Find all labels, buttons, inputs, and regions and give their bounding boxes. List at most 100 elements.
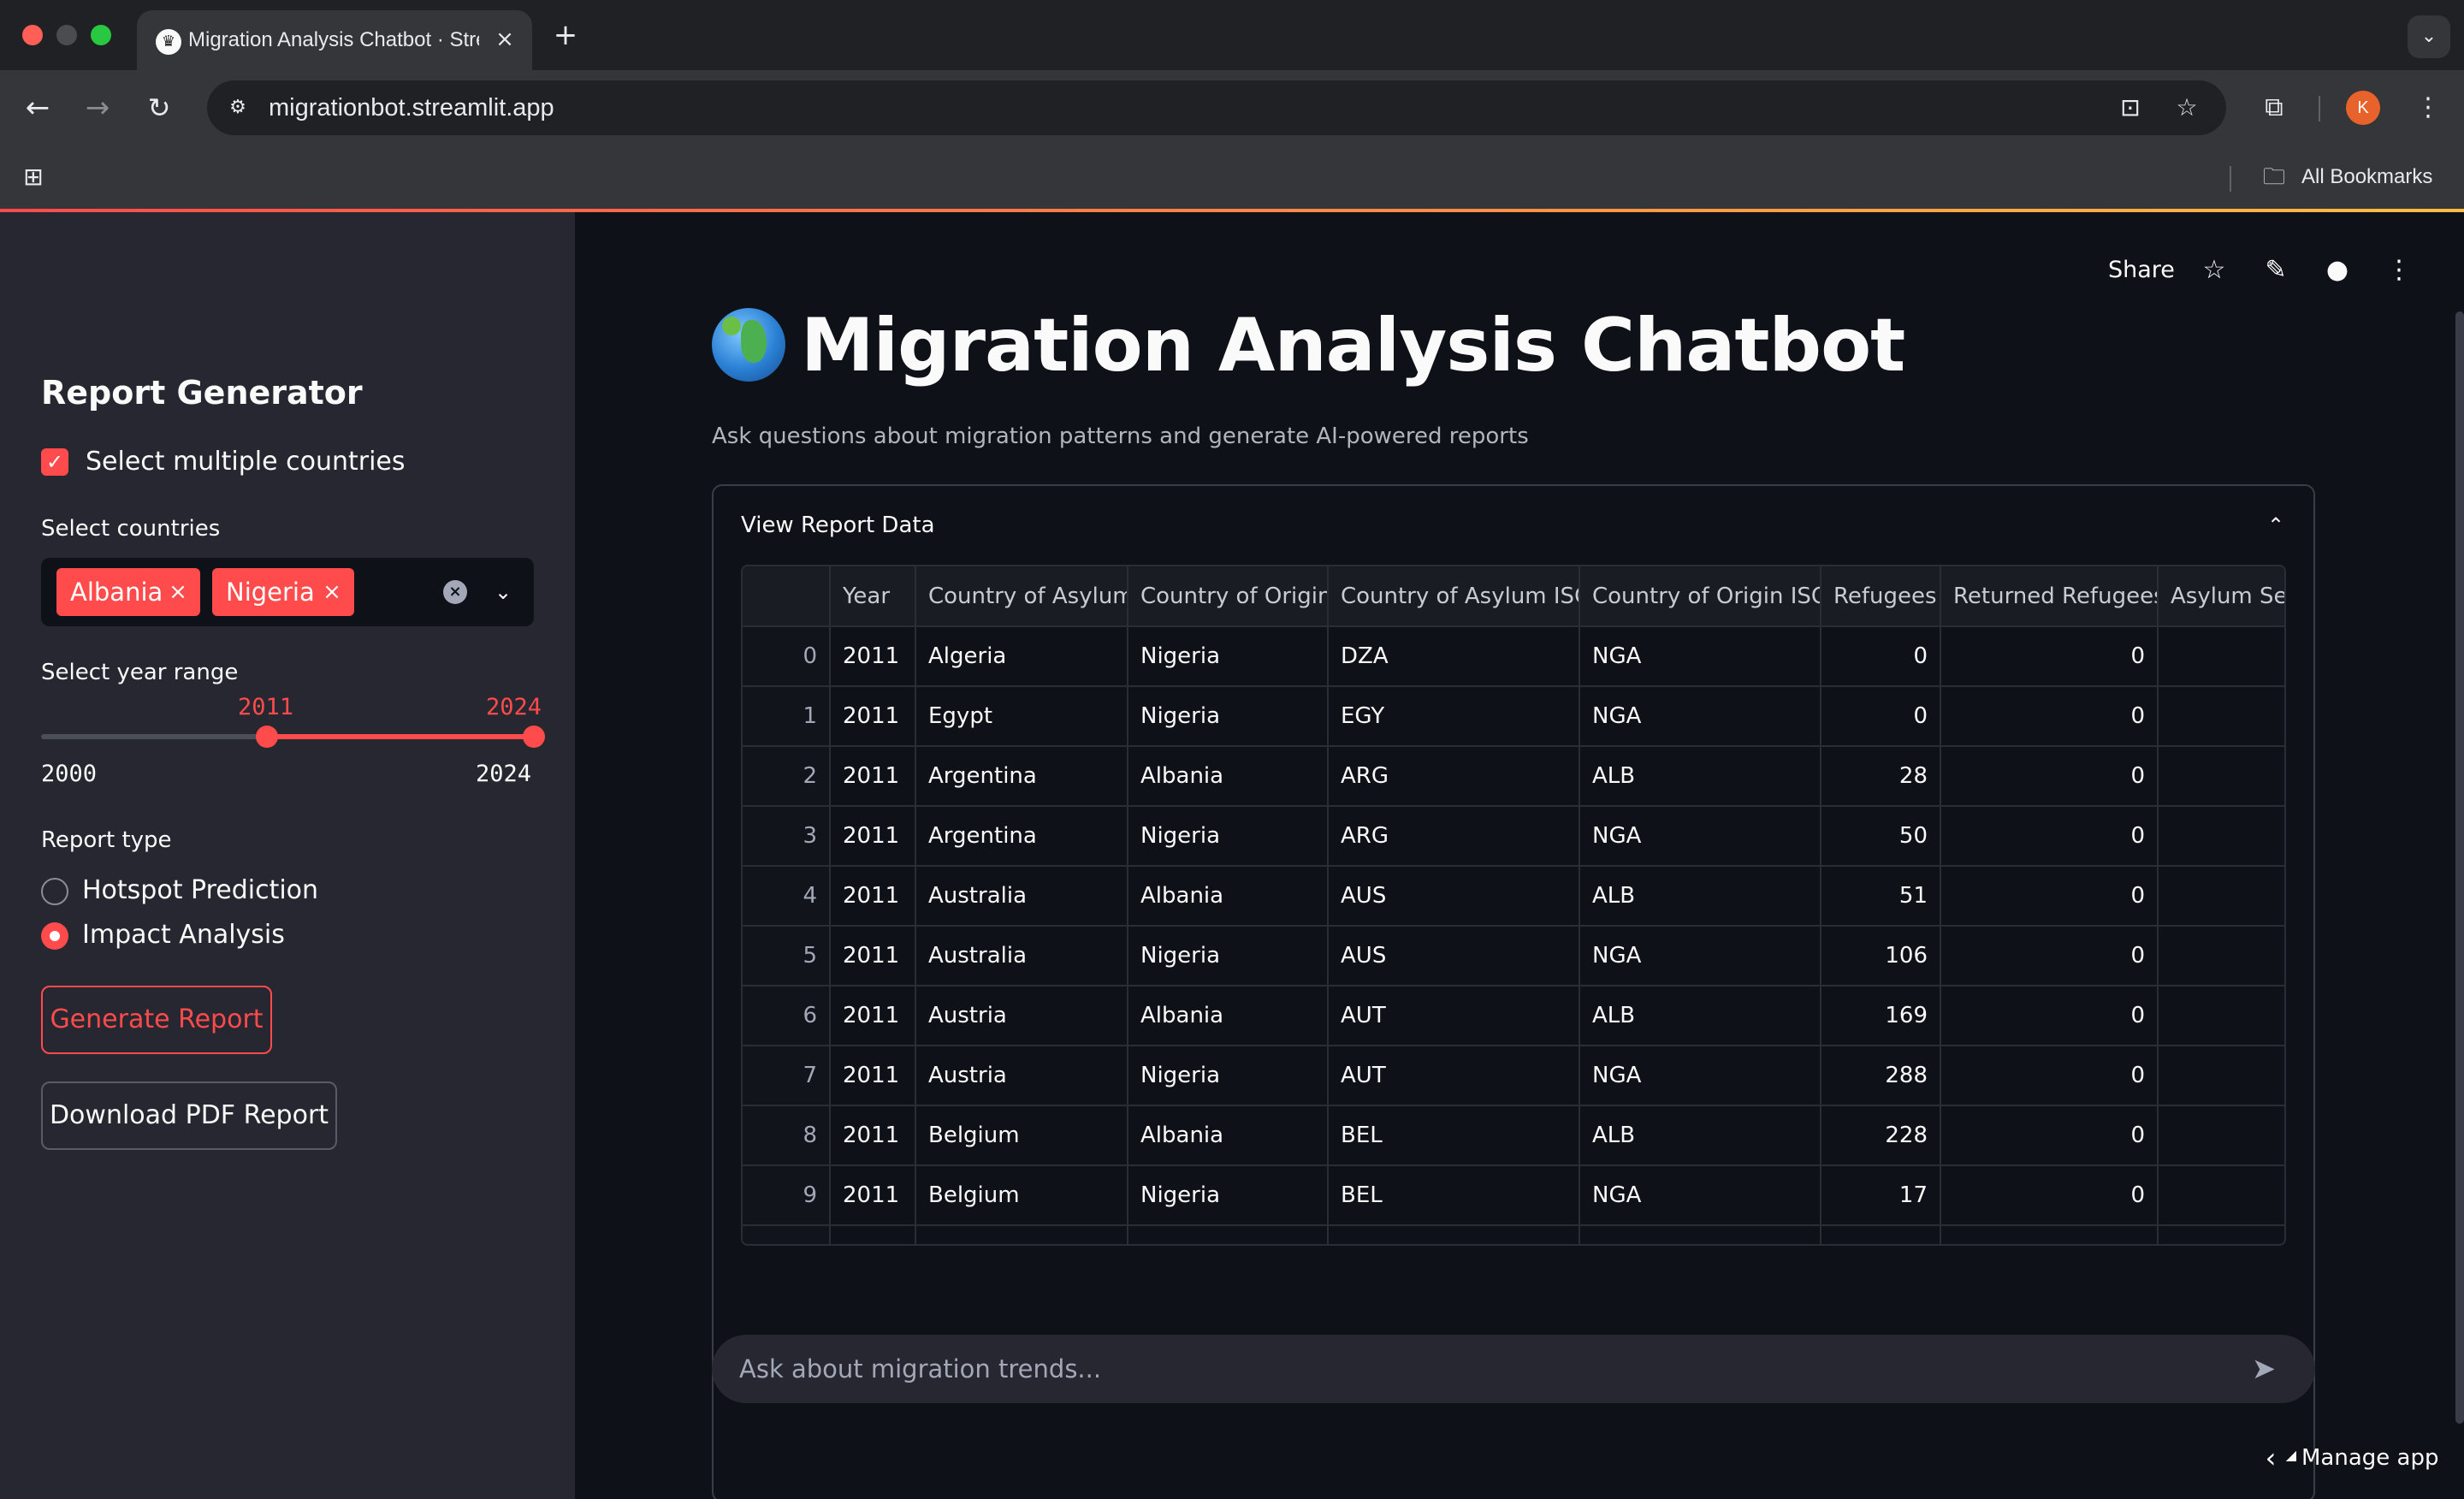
table-cell[interactable]: 51 xyxy=(1821,866,1941,927)
table-cell[interactable]: Austria xyxy=(915,1046,1128,1106)
table-cell[interactable]: ALB xyxy=(1579,986,1821,1046)
table-cell[interactable]: Albania xyxy=(1128,866,1329,927)
table-cell[interactable]: 106 xyxy=(1821,926,1941,986)
table-cell[interactable]: 2011 xyxy=(830,1046,916,1106)
table-cell[interactable]: Australia xyxy=(915,926,1128,986)
countries-multiselect[interactable]: Albania × Nigeria × × ⌄ xyxy=(41,558,534,626)
profile-avatar[interactable]: K xyxy=(2346,91,2380,125)
table-cell[interactable]: Algeria xyxy=(915,626,1128,687)
table-cell[interactable]: Australia xyxy=(915,866,1128,927)
download-pdf-button[interactable]: Download PDF Report xyxy=(41,1081,337,1150)
table-row[interactable]: 3 2011 Argentina Nigeria ARG NGA 50 0 xyxy=(743,806,2284,867)
radio-impact-analysis[interactable] xyxy=(41,922,68,950)
table-cell[interactable]: Nigeria xyxy=(1128,926,1329,986)
table-cell[interactable]: AUS xyxy=(1328,926,1580,986)
expander-header[interactable]: View Report Data xyxy=(741,513,935,538)
apps-grid-icon[interactable]: ⊞ xyxy=(23,163,44,191)
table-cell[interactable] xyxy=(2158,1165,2284,1226)
table-column-header[interactable]: Country of Asylum ISO xyxy=(1328,566,1580,627)
table-row[interactable]: 1 2011 Egypt Nigeria EGY NGA 0 0 xyxy=(743,686,2284,747)
site-info-icon[interactable]: ⚙ xyxy=(229,97,246,118)
table-column-header[interactable]: Country of Origin xyxy=(1128,566,1329,627)
table-cell[interactable]: Egypt xyxy=(915,686,1128,747)
table-cell[interactable]: AUS xyxy=(1328,866,1580,927)
url-text[interactable]: migrationbot.streamlit.app xyxy=(269,94,554,121)
table-cell[interactable]: 0 xyxy=(1940,926,2159,986)
multi-country-checkbox-label[interactable]: Select multiple countries xyxy=(86,447,406,477)
chat-input[interactable]: Ask about migration trends... ➤ xyxy=(712,1335,2315,1403)
table-cell[interactable]: 0 xyxy=(1940,806,2159,867)
table-cell[interactable]: 0 xyxy=(1940,746,2159,807)
table-cell[interactable] xyxy=(2158,866,2284,927)
table-cell[interactable]: Nigeria xyxy=(1128,806,1329,867)
table-cell[interactable] xyxy=(2158,926,2284,986)
extensions-icon[interactable]: ⧉ xyxy=(2265,92,2283,122)
address-bar[interactable]: ⚙ migrationbot.streamlit.app ⊡ ☆ xyxy=(207,80,2226,135)
table-cell[interactable] xyxy=(2158,746,2284,807)
chevron-up-icon[interactable]: ⌃ xyxy=(2266,513,2285,537)
page-scrollbar[interactable] xyxy=(2455,311,2464,1424)
table-cell[interactable] xyxy=(2158,686,2284,747)
table-cell[interactable]: BEL xyxy=(1328,1225,1580,1244)
table-cell[interactable]: Argentina xyxy=(915,806,1128,867)
radio-hotspot-prediction[interactable] xyxy=(41,878,68,905)
chevron-left-icon[interactable]: ‹ xyxy=(2265,1442,2277,1474)
table-cell[interactable]: NGA xyxy=(1579,686,1821,747)
table-column-header[interactable]: Refugees xyxy=(1821,566,1941,627)
chevron-down-icon[interactable]: ⌄ xyxy=(494,580,512,604)
table-cell[interactable]: NGA xyxy=(1579,1165,1821,1226)
table-cell[interactable] xyxy=(2158,986,2284,1046)
github-icon[interactable]: ● xyxy=(2325,255,2349,285)
close-icon[interactable]: × xyxy=(169,579,187,605)
table-cell[interactable]: EGY xyxy=(1328,686,1580,747)
send-icon[interactable]: ➤ xyxy=(2251,1352,2277,1386)
table-cell[interactable]: Albania xyxy=(1128,986,1329,1046)
table-column-header[interactable]: Country of Origin ISO xyxy=(1579,566,1821,627)
table-cell[interactable]: Belgium xyxy=(915,1225,1128,1244)
table-cell[interactable] xyxy=(2158,626,2284,687)
table-cell[interactable]: Nigeria xyxy=(1128,1046,1329,1106)
table-cell[interactable]: ALB xyxy=(1579,866,1821,927)
install-icon[interactable]: ⊡ xyxy=(2120,93,2141,121)
forward-icon[interactable]: → xyxy=(85,91,110,125)
table-cell[interactable]: 2011 xyxy=(830,986,916,1046)
table-cell[interactable]: AUT xyxy=(1328,1046,1580,1106)
table-cell[interactable]: 2011 xyxy=(830,806,916,867)
window-minimize-button[interactable] xyxy=(56,25,77,45)
table-cell[interactable]: 28 xyxy=(1821,746,1941,807)
table-cell[interactable] xyxy=(1821,1225,1941,1244)
clear-icon[interactable]: × xyxy=(443,580,467,604)
table-cell[interactable]: 169 xyxy=(1821,986,1941,1046)
star-icon[interactable]: ☆ xyxy=(2202,255,2226,285)
table-cell[interactable]: DZA xyxy=(1328,626,1580,687)
table-cell[interactable]: Albania xyxy=(1128,1105,1329,1166)
table-cell[interactable]: NGA xyxy=(1579,926,1821,986)
table-cell[interactable]: ALB xyxy=(1579,1105,1821,1166)
reload-icon[interactable]: ↻ xyxy=(147,92,171,124)
table-cell[interactable]: Albania xyxy=(1128,746,1329,807)
data-table[interactable]: Year Country of Asylum Country of Origin Co… xyxy=(741,565,2286,1246)
table-cell[interactable]: ARG xyxy=(1328,806,1580,867)
table-row[interactable]: 102011BelgiumAlbaniaBELNGA xyxy=(743,1225,2284,1244)
share-button[interactable]: Share xyxy=(2108,257,2175,283)
chat-input-placeholder[interactable]: Ask about migration trends... xyxy=(739,1354,1102,1383)
more-vert-icon[interactable]: ⋮ xyxy=(2415,92,2441,122)
table-column-header[interactable]: Country of Asylum xyxy=(915,566,1128,627)
table-cell[interactable]: Belgium xyxy=(915,1165,1128,1226)
back-icon[interactable]: ← xyxy=(25,91,50,125)
table-cell[interactable]: Nigeria xyxy=(1128,1165,1329,1226)
table-cell[interactable]: 0 xyxy=(1940,986,2159,1046)
bookmark-star-icon[interactable]: ☆ xyxy=(2176,93,2198,121)
folder-icon[interactable]: 🗀 xyxy=(2262,164,2285,190)
table-row[interactable]: 5 2011 Australia Nigeria AUS NGA 106 0 xyxy=(743,926,2284,986)
table-cell[interactable]: 0 xyxy=(1940,866,2159,927)
table-row[interactable]: 9 2011 Belgium Nigeria BEL NGA 17 0 xyxy=(743,1165,2284,1226)
table-row[interactable]: 4 2011 Australia Albania AUS ALB 51 0 xyxy=(743,866,2284,927)
table-column-header[interactable]: Returned Refugees xyxy=(1940,566,2159,627)
table-row[interactable]: 2 2011 Argentina Albania ARG ALB 28 0 xyxy=(743,746,2284,807)
table-cell[interactable]: 0 xyxy=(1940,686,2159,747)
table-cell[interactable]: NGA xyxy=(1579,1225,1821,1244)
table-cell[interactable]: 0 xyxy=(1940,1046,2159,1106)
table-cell[interactable] xyxy=(1940,1225,2159,1244)
table-cell[interactable]: 2011 xyxy=(830,866,916,927)
